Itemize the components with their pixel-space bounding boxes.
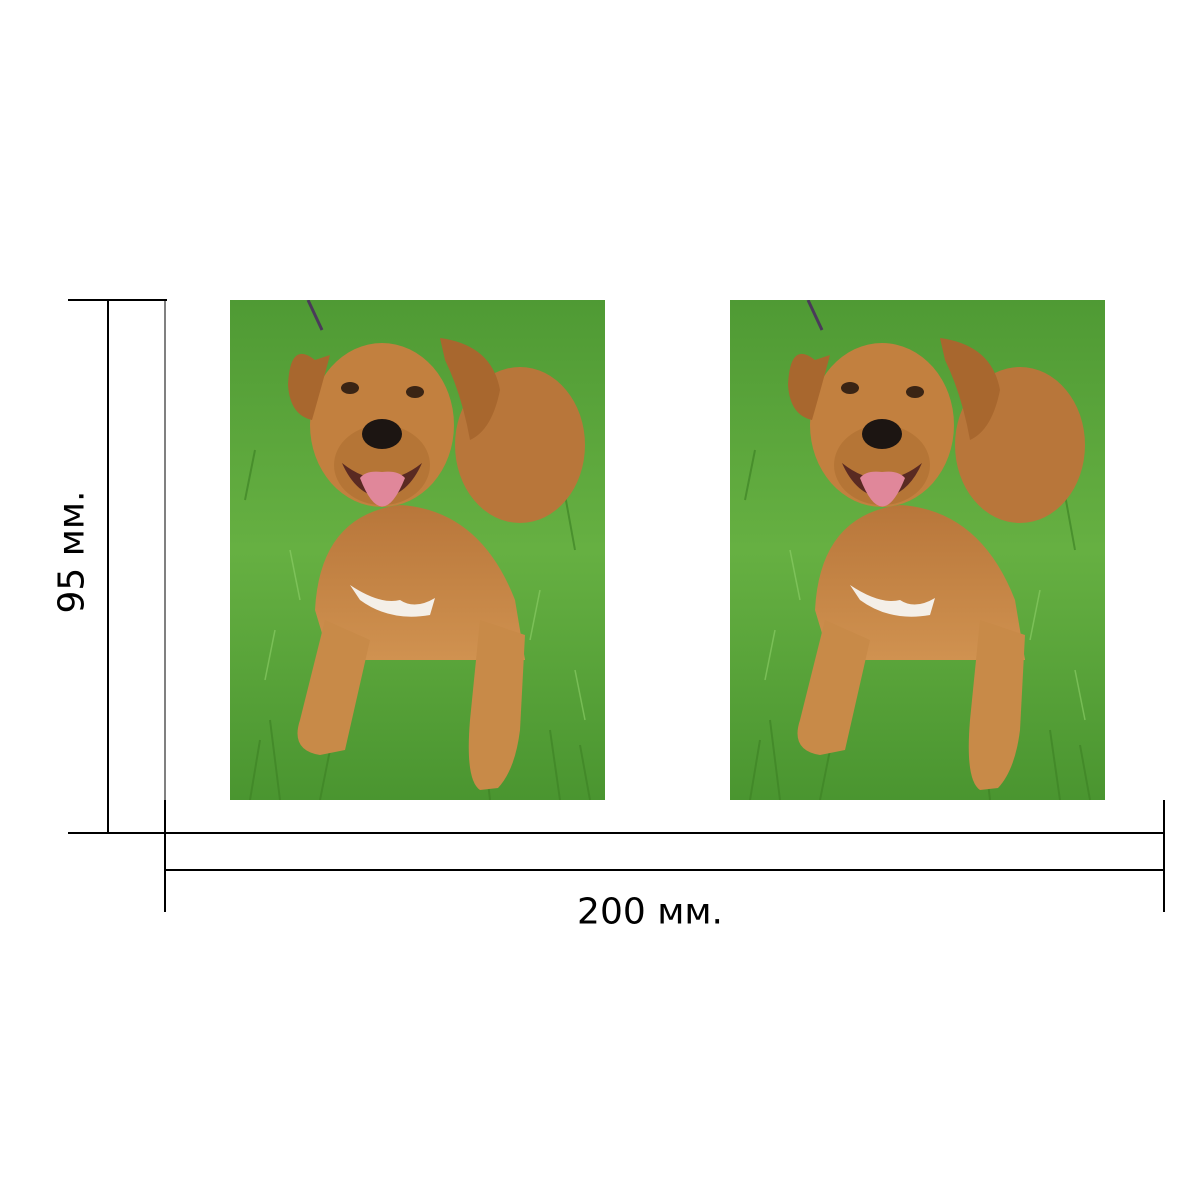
height-dimension-label: 95 мм.	[51, 490, 93, 614]
dog-illustration	[230, 300, 605, 800]
dog-photo-right	[730, 300, 1105, 800]
width-dimension-label: 200 мм.	[577, 891, 723, 933]
dog-photo-left	[230, 300, 605, 800]
dog-illustration	[730, 300, 1105, 800]
